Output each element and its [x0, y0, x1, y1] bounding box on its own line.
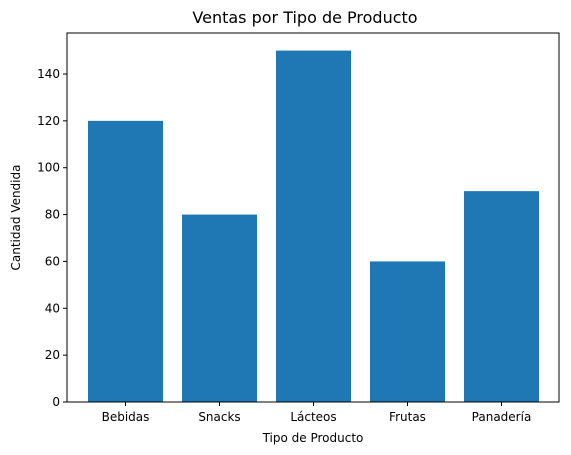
x-tick-label: Snacks — [198, 410, 240, 424]
y-tick-label: 60 — [45, 254, 60, 268]
y-tick-label: 120 — [37, 114, 60, 128]
y-axis-label: Cantidad Vendida — [9, 165, 23, 271]
y-tick-label: 0 — [52, 395, 60, 409]
plot-frame — [66, 32, 560, 403]
x-tick-label: Lácteos — [290, 410, 336, 424]
y-tick-label: 140 — [37, 67, 60, 81]
bar-lácteos — [276, 50, 351, 402]
x-tick-label: Bebidas — [102, 410, 150, 424]
x-tick-label: Panadería — [472, 410, 532, 424]
bar-panadería — [464, 191, 539, 402]
chart-title: Ventas por Tipo de Producto — [192, 8, 417, 27]
y-tick-label: 100 — [37, 161, 60, 175]
x-tick-label: Frutas — [389, 410, 426, 424]
bar-snacks — [182, 214, 257, 402]
plot-area: Bebidas Snacks Lácteos Frutas Panadería 0 20 40… — [37, 50, 539, 424]
y-tick-label: 80 — [45, 208, 60, 222]
y-tick-label: 20 — [45, 348, 60, 362]
bar-frutas — [370, 261, 445, 402]
x-axis-label: Tipo de Producto — [262, 431, 364, 445]
bar-bebidas — [88, 120, 163, 402]
y-tick-label: 40 — [45, 301, 60, 315]
